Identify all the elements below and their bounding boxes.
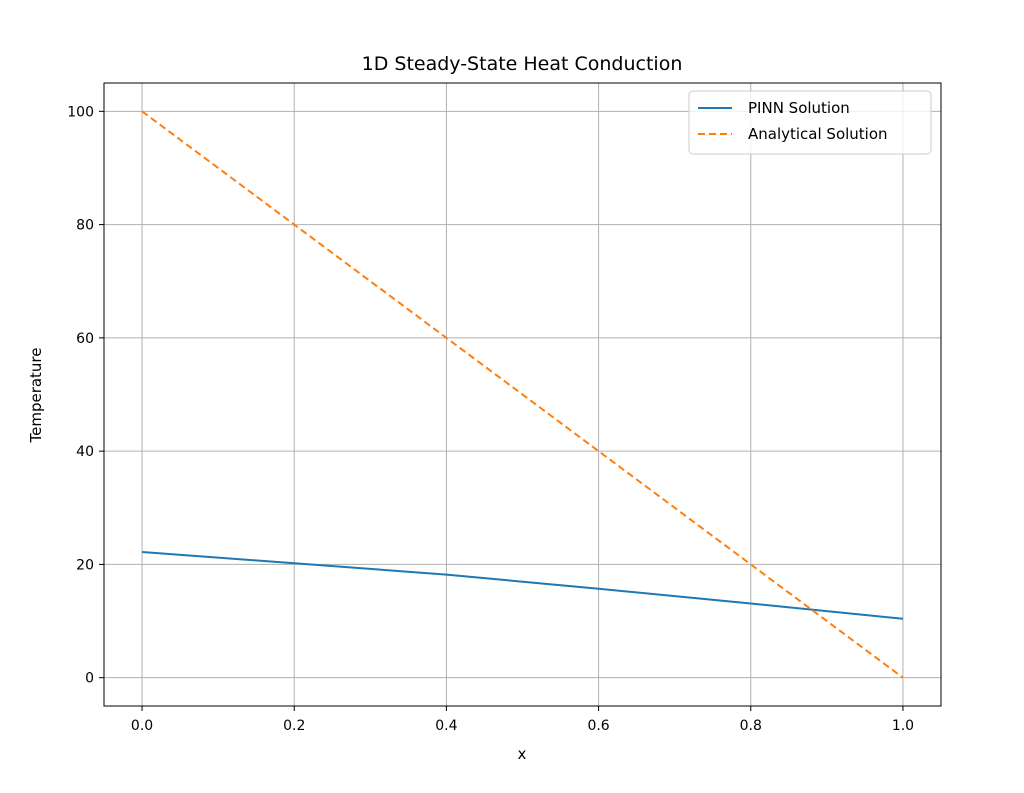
y-tick-label: 40 [76, 444, 94, 460]
x-tick-label: 1.0 [892, 718, 914, 734]
legend: PINN Solution Analytical Solution [688, 90, 932, 155]
legend-label: Analytical Solution [748, 125, 888, 143]
series-line-analytical [141, 110, 904, 679]
y-tick-label: 0 [85, 671, 94, 687]
ticks: 0.0 0.2 0.4 0.6 0.8 1.0 0 20 40 60 80 100 [67, 104, 914, 734]
legend-box [688, 90, 932, 155]
plot-frame [103, 82, 942, 707]
x-tick-label: 0.8 [740, 718, 762, 734]
chart-title: 1D Steady-State Heat Conduction [362, 53, 683, 75]
legend-label: PINN Solution [748, 99, 850, 117]
x-tick-label: 0.0 [131, 718, 153, 734]
y-tick-label: 60 [76, 331, 94, 347]
x-tick-label: 0.6 [587, 718, 609, 734]
y-tick-label: 100 [67, 104, 94, 120]
x-tick-label: 0.2 [283, 718, 305, 734]
y-axis-label: Temperature [27, 347, 45, 443]
series-line-pinn [141, 550, 904, 620]
series-lines [141, 110, 904, 679]
y-tick-label: 20 [76, 557, 94, 573]
y-tick-label: 80 [76, 218, 94, 234]
grid [104, 83, 941, 706]
x-tick-label: 0.4 [435, 718, 457, 734]
x-axis-label: x [518, 745, 527, 763]
